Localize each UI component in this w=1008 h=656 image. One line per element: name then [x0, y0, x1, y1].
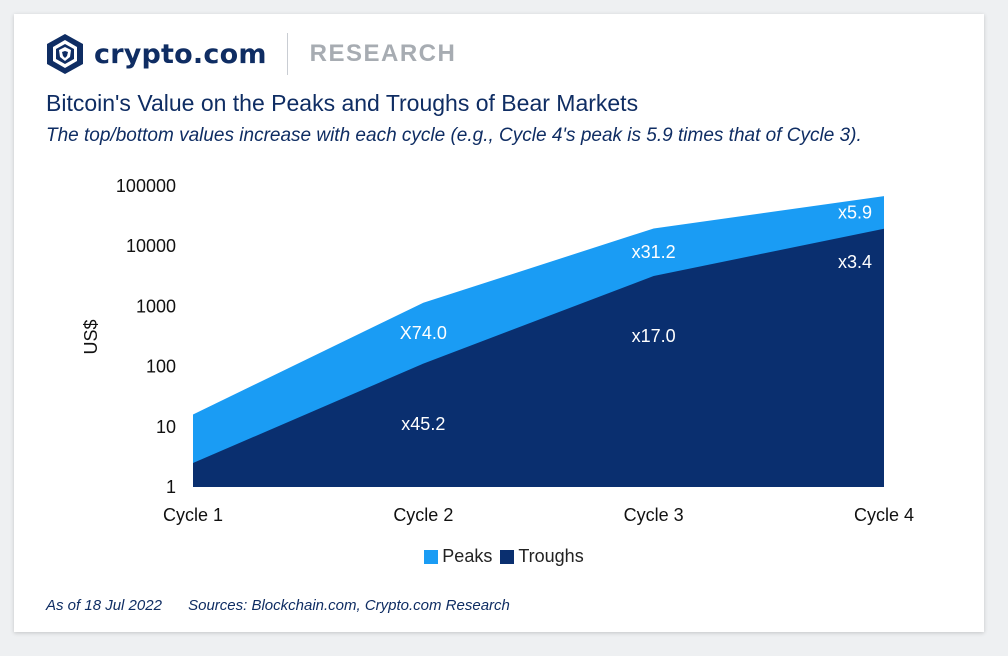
- y-tick-label: 100: [146, 357, 176, 377]
- chart-subtitle: The top/bottom values increase with each…: [46, 125, 862, 146]
- crypto-com-lion-logo-icon: [47, 34, 83, 74]
- peaks-multiplier-label: x31.2: [632, 242, 676, 262]
- y-tick-label: 10000: [126, 236, 176, 256]
- x-tick-label: Cycle 4: [854, 505, 914, 525]
- legend: Peaks Troughs: [0, 546, 1008, 567]
- legend-swatch-troughs: [500, 549, 515, 564]
- troughs-multiplier-label: x3.4: [838, 252, 872, 272]
- footer-as-of: As of 18 Jul 2022: [46, 597, 162, 614]
- peaks-multiplier-label: X74.0: [400, 323, 447, 343]
- troughs-multiplier-label: x45.2: [401, 414, 445, 434]
- legend-label-peaks: Peaks: [442, 546, 493, 566]
- peaks-multiplier-label: x5.9: [838, 202, 872, 222]
- troughs-multiplier-label: x17.0: [632, 326, 676, 346]
- brand-section: RESEARCH: [309, 40, 457, 67]
- y-tick-label: 10: [156, 417, 176, 437]
- legend-label-troughs: Troughs: [518, 546, 584, 566]
- y-axis-label: US$: [81, 319, 101, 354]
- footer-sources: Sources: Blockchain.com, Crypto.com Rese…: [188, 597, 510, 614]
- brand-divider: [286, 33, 288, 75]
- footer: As of 18 Jul 2022 Sources: Blockchain.co…: [46, 597, 510, 614]
- legend-item-troughs: Troughs: [500, 546, 584, 567]
- chart-title: Bitcoin's Value on the Peaks and Troughs…: [46, 90, 639, 116]
- legend-swatch-peaks: [424, 549, 439, 564]
- legend-item-peaks: Peaks: [424, 546, 492, 567]
- y-tick-label: 1: [166, 477, 176, 497]
- y-tick-label: 100000: [116, 176, 176, 196]
- x-tick-label: Cycle 2: [393, 505, 453, 525]
- x-tick-label: Cycle 3: [624, 505, 684, 525]
- brand-header: crypto.com RESEARCH: [46, 32, 456, 76]
- x-tick-label: Cycle 1: [163, 505, 223, 525]
- troughs-area: [193, 228, 884, 487]
- brand-name: crypto.com: [94, 38, 267, 70]
- y-tick-label: 1000: [136, 296, 176, 316]
